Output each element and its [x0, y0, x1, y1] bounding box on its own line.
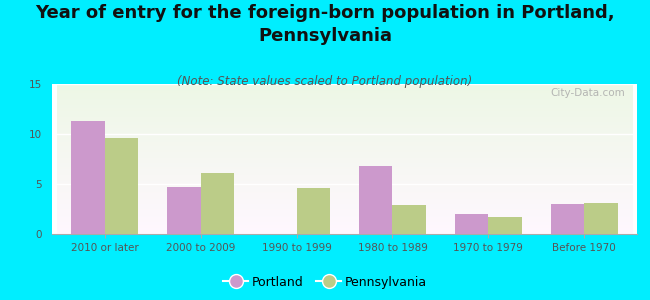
Bar [296, 188, 330, 234]
Bar [584, 203, 618, 234]
Bar [359, 166, 393, 234]
Bar [393, 205, 426, 234]
Bar [167, 187, 201, 234]
Bar [72, 121, 105, 234]
Text: City-Data.com: City-Data.com [551, 88, 625, 98]
Bar [455, 214, 488, 234]
Bar [488, 217, 522, 234]
Bar [551, 204, 584, 234]
Legend: Portland, Pennsylvania: Portland, Pennsylvania [218, 271, 432, 294]
Bar [201, 173, 234, 234]
Bar [105, 138, 138, 234]
Text: Year of entry for the foreign-born population in Portland,
Pennsylvania: Year of entry for the foreign-born popul… [35, 4, 615, 45]
Text: (Note: State values scaled to Portland population): (Note: State values scaled to Portland p… [177, 75, 473, 88]
